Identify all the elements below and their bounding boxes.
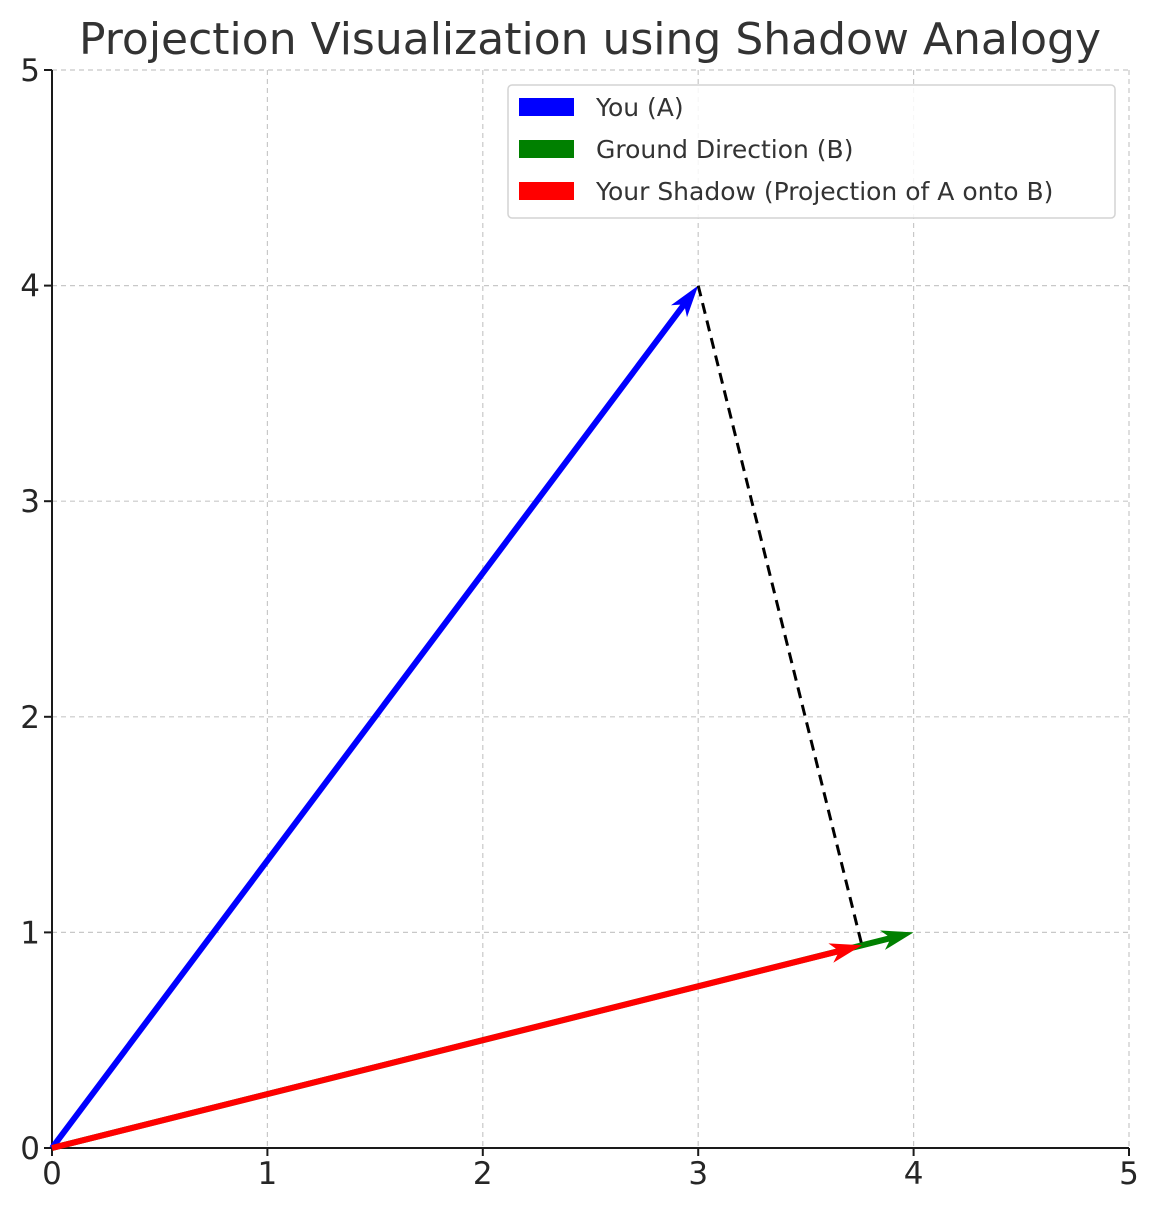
y-tick-label: 1 — [20, 915, 40, 951]
y-tick-label: 3 — [20, 484, 40, 520]
legend-swatch — [519, 140, 574, 158]
vector-arrow-your-2 — [51, 943, 862, 1151]
x-tick-label: 0 — [42, 1156, 62, 1192]
y-tick-label: 4 — [20, 269, 40, 305]
x-tick-label: 2 — [473, 1156, 493, 1192]
y-tick-label: 0 — [20, 1131, 40, 1167]
legend-swatch — [519, 98, 574, 116]
y-tick-label: 5 — [20, 53, 40, 89]
axes: 0 1 2 3 4 5 0 1 2 3 4 5 — [20, 53, 1139, 1192]
legend-label: You (A) — [595, 93, 684, 122]
y-tick-label: 2 — [20, 700, 40, 736]
chart-title: Projection Visualization using Shadow An… — [79, 14, 1101, 65]
x-tick-label: 4 — [904, 1156, 924, 1192]
grid — [52, 69, 1130, 1148]
x-tick-label: 5 — [1119, 1156, 1139, 1192]
legend-label: Your Shadow (Projection of A onto B) — [595, 177, 1053, 206]
perpendicular-dashed-line — [696, 285, 864, 946]
vector-arrow-you-0 — [49, 285, 699, 1150]
legend-label: Ground Direction (B) — [596, 135, 853, 164]
legend-box — [507, 84, 1116, 219]
vectors — [49, 285, 914, 1151]
x-tick-label: 1 — [258, 1156, 278, 1192]
legend-swatch — [519, 182, 574, 200]
x-tick-label: 3 — [688, 1156, 708, 1192]
legend: You (A) Ground Direction (B) Your Shadow (… — [507, 84, 1116, 219]
